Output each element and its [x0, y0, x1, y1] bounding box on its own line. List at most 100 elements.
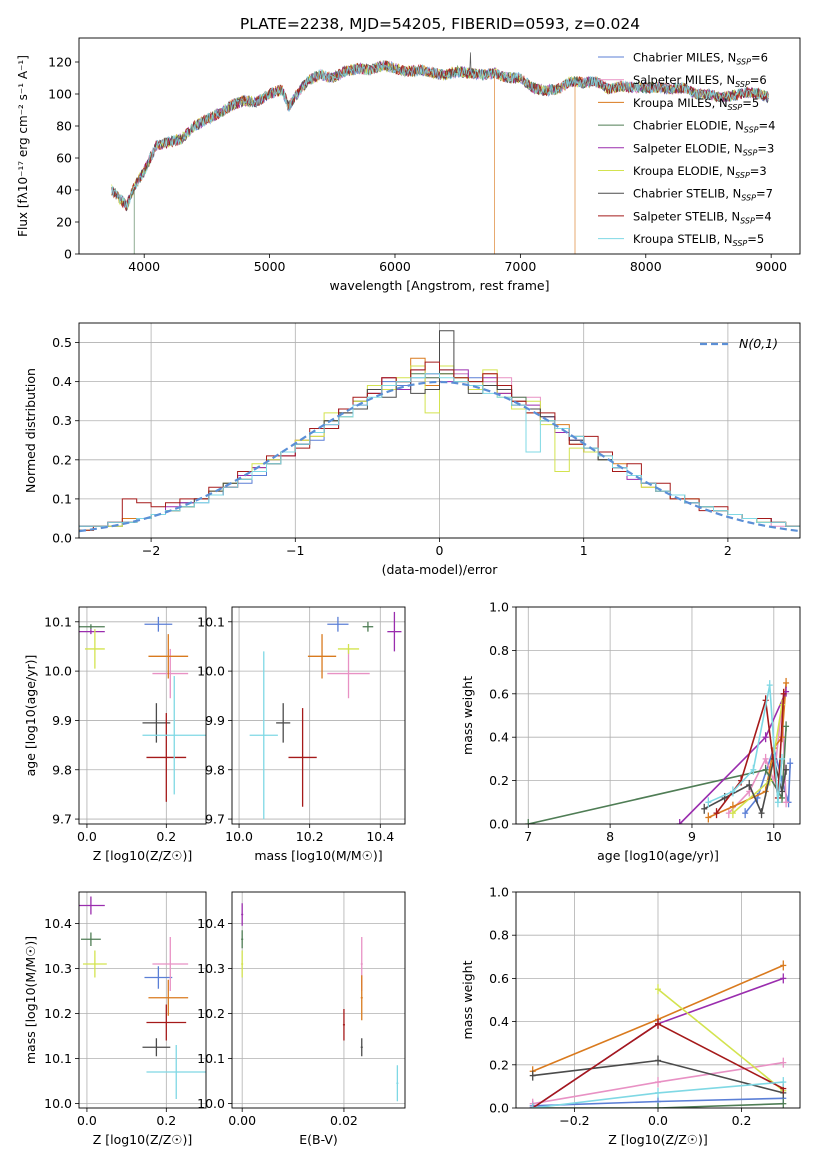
legend-sub: SSP [741, 194, 756, 203]
y-axis-label: mass weight [460, 960, 475, 1039]
y-tick-label: 1.0 [489, 600, 509, 615]
y-tick-label: 9.9 [52, 713, 72, 728]
legend-label: Kroupa MILES, N [633, 96, 728, 110]
y-tick-label: 10.0 [44, 664, 72, 679]
y-tick-label: 0.4 [489, 1014, 509, 1029]
y-tick-label: 0 [64, 247, 72, 262]
weight-series-3 [532, 1102, 784, 1108]
panel-mass-vs-EBV: 0.00 0.02 10.0 10.1 10.2 10.3 10.4 E(B-V) [197, 891, 406, 1147]
x-tick-label: 0.0 [77, 1113, 97, 1128]
y-tick-label: 0.0 [52, 531, 72, 546]
panel-spectrum: 4000 5000 6000 7000 8000 9000 0 20 40 60 80 100 120 w… [16, 37, 801, 293]
legend-entry: Salpeter ELODIE, NSSP=3 [633, 141, 774, 157]
x-tick-label: −0.2 [559, 1113, 589, 1128]
plot-area [241, 903, 399, 1102]
histogram-series-8 [79, 373, 800, 538]
x-tick-label: 10.4 [366, 829, 394, 844]
weight-series-8 [707, 684, 783, 804]
legend-sub: SSP [728, 103, 743, 112]
x-tick-label: 0.02 [330, 1113, 358, 1128]
legend-sub: SSP [736, 58, 751, 67]
legend-sub: SSP [740, 216, 755, 225]
x-tick-label: 7 [524, 829, 532, 844]
legend-entry: Salpeter STELIB, NSSP=4 [633, 209, 772, 225]
panel-mass-vs-Z: 0.0 0.2 10.0 10.1 10.2 10.3 10.4 Z [log10(Z/Z☉)… [23, 891, 207, 1147]
y-tick-label: 0.4 [489, 730, 509, 745]
legend-entry: Chabrier ELODIE, NSSP=4 [633, 119, 775, 135]
legend-sub: SSP [735, 171, 750, 180]
weight-series-3 [528, 726, 787, 824]
x-tick-label: 9000 [755, 259, 787, 274]
y-tick-label: 0.0 [489, 1101, 509, 1116]
plot-area [79, 896, 206, 1099]
legend-eq: =4 [759, 119, 776, 133]
y-tick-label: 0.4 [52, 374, 72, 389]
y-tick-label: 10.0 [44, 1096, 72, 1111]
y-tick-label: 0.5 [52, 335, 72, 350]
plot-area [249, 611, 402, 820]
legend-label: Kroupa ELODIE, N [633, 164, 735, 178]
y-tick-label: 10.1 [197, 1051, 225, 1066]
y-tick-label: 10.4 [44, 916, 72, 931]
axes-frame [515, 891, 801, 1109]
x-axis-label: (data-model)/error [382, 562, 499, 577]
panel-weight-vs-age: 7 8 9 10 0.0 0.2 0.4 0.6 0.8 1.0 age [log10(age/yr… [460, 600, 801, 863]
legend-label: Kroupa STELIB, N [633, 232, 733, 246]
y-tick-label: 10.0 [197, 664, 225, 679]
y-tick-label: 20 [56, 215, 72, 230]
x-tick-label: 10 [766, 829, 782, 844]
y-tick-label: 0.8 [489, 643, 509, 658]
x-axis-label: mass [log10(M/M☉)] [254, 848, 382, 863]
y-tick-label: 0.2 [489, 773, 509, 788]
x-axis-label: Z [log10(Z/Z☉)] [93, 1132, 193, 1147]
legend-entry: N(0,1) [739, 336, 778, 351]
y-tick-label: 60 [56, 151, 72, 166]
legend-label: Salpeter STELIB, N [633, 209, 740, 223]
x-tick-label: 8 [606, 829, 614, 844]
y-axis-label: age [log10(age/yr)] [23, 655, 38, 777]
legend-eq: =6 [750, 73, 767, 87]
legend-label: Chabrier STELIB, N [633, 187, 741, 201]
y-tick-label: 10.3 [44, 961, 72, 976]
x-tick-label: 7000 [504, 259, 536, 274]
legend-sub: SSP [743, 148, 758, 157]
legend-label: Salpeter MILES, N [633, 73, 735, 87]
x-tick-label: −2 [142, 543, 160, 558]
y-tick-label: 0.2 [489, 1057, 509, 1072]
x-tick-label: 10.0 [225, 829, 253, 844]
y-axis-label: mass weight [460, 676, 475, 755]
x-axis-label: E(B-V) [299, 1132, 338, 1147]
y-axis-label: Flux [fλ10⁻¹⁷ erg cm⁻² s⁻¹ A⁻¹] [16, 55, 30, 237]
axes-frame [231, 606, 406, 825]
x-tick-label: 6000 [379, 259, 411, 274]
y-tick-label: 0.3 [52, 413, 72, 428]
weight-series-2 [707, 682, 787, 819]
y-tick-label: 10.3 [197, 961, 225, 976]
plot-area [525, 677, 794, 824]
y-tick-label: 10.2 [197, 1006, 225, 1021]
y-tick-label: 120 [48, 55, 72, 70]
legend-label: Salpeter ELODIE, N [633, 141, 743, 155]
y-tick-label: 10.1 [197, 614, 225, 629]
x-tick-label: 0.2 [156, 829, 176, 844]
legend-entry: Kroupa MILES, NSSP=5 [633, 96, 759, 112]
x-tick-label: 1 [580, 543, 588, 558]
y-tick-label: 9.8 [205, 762, 225, 777]
spectrum-series-8 [111, 60, 769, 209]
x-tick-label: 0.00 [228, 1113, 256, 1128]
x-axis-label: Z [log10(Z/Z☉)] [93, 848, 193, 863]
y-tick-label: 10.1 [44, 614, 72, 629]
x-tick-label: 4000 [128, 259, 160, 274]
y-tick-label: 0.8 [489, 928, 509, 943]
panel-residuals: −2 −1 0 1 2 0.0 0.1 0.2 0.3 0.4 0.5 (data-model)/er… [23, 322, 801, 577]
x-tick-label: −1 [286, 543, 304, 558]
x-tick-label: 0.0 [648, 1113, 668, 1128]
legend-label: Chabrier MILES, N [633, 51, 736, 65]
weight-series-5 [657, 988, 784, 1092]
x-tick-label: 5000 [254, 259, 286, 274]
x-axis-label: age [log10(age/yr)] [597, 848, 719, 863]
x-tick-label: 2 [724, 543, 732, 558]
y-axis-label: mass [log10(M/M☉)] [23, 936, 38, 1064]
